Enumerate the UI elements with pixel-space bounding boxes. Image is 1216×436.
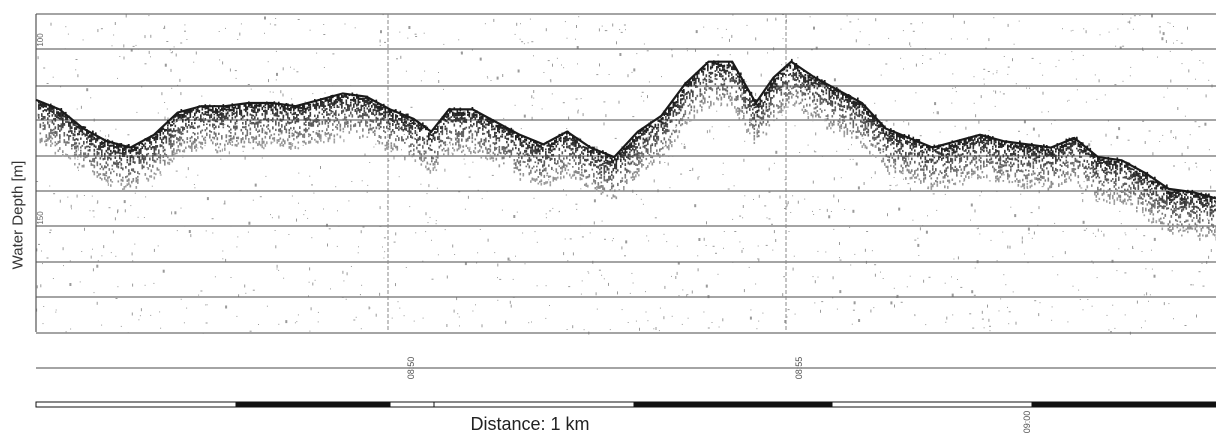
scale-bar-segment-3 <box>434 402 634 407</box>
x-axis-label: Distance: 1 km <box>0 414 1060 435</box>
scale-bar-segment-2 <box>390 402 434 407</box>
scale-bar-segment-0 <box>36 402 236 407</box>
scale-bar-segment-4 <box>634 402 832 407</box>
y-tick-label-1: 150 <box>36 211 45 225</box>
time-mark-label-1: 08:55 <box>794 357 804 380</box>
scale-bar-segment-5 <box>832 402 1032 407</box>
scale-bar-segment-6 <box>1032 402 1216 407</box>
scale-bar-segment-1 <box>236 402 390 407</box>
y-tick-label-0: 100 <box>36 33 45 47</box>
time-mark-label-0: 08:50 <box>406 357 416 380</box>
noise-speckle <box>36 14 1212 335</box>
y-axis-label: Water Depth [m] <box>10 161 27 270</box>
